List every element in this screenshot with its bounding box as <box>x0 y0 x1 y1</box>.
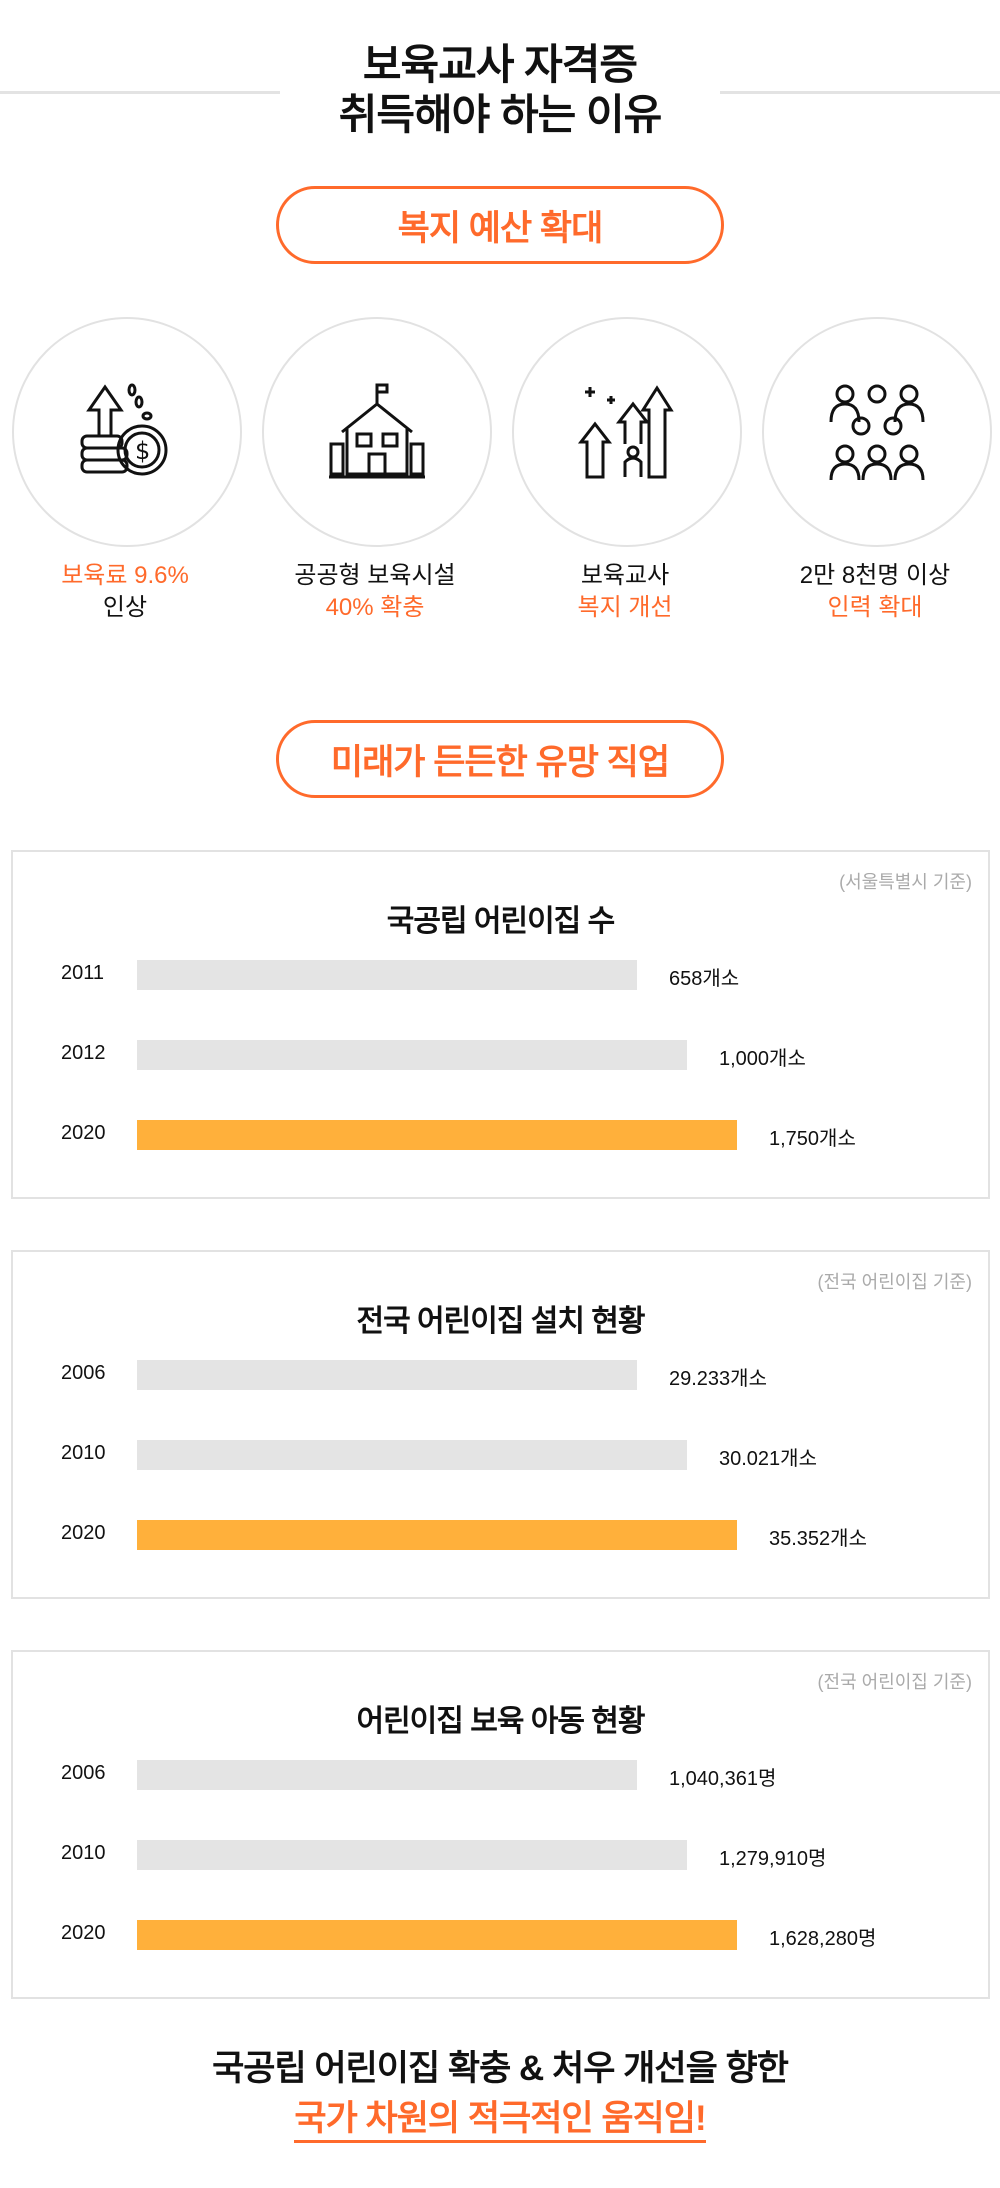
chart-row: 2010 30.021개소 <box>13 1440 988 1470</box>
label-line2: 40% 확충 <box>325 594 425 621</box>
bar <box>137 1760 637 1790</box>
year-label: 2006 <box>61 1762 106 1784</box>
year-label: 2006 <box>61 1362 106 1384</box>
chart-title: 어린이집 보육 아동 현황 <box>356 1705 645 1738</box>
crowd-people-icon <box>829 384 925 481</box>
year-label: 2020 <box>61 1122 106 1144</box>
chart-row: 2010 1,279,910명 <box>13 1840 988 1870</box>
chart-row: 2020 35.352개소 <box>13 1520 988 1550</box>
footer-highlight: 국가 차원의 적극적인 움직임! <box>294 2099 707 2143</box>
value-label: 658개소 <box>669 968 740 990</box>
label-line2: 인력 확대 <box>827 594 923 621</box>
chart-row: 2020 1,628,280명 <box>13 1920 988 1950</box>
bar-chart-card: (서울특별시 기준) 국공립 어린이집 수 2011 658개소 2012 1,00… <box>11 850 990 1199</box>
chart-row: 2020 1,750개소 <box>13 1120 988 1150</box>
chart-row: 2006 29.233개소 <box>13 1360 988 1390</box>
chart-source-note: (전국 어린이집 기준) <box>817 1672 972 1692</box>
bar <box>137 960 637 990</box>
value-label: 35.352개소 <box>769 1528 867 1550</box>
value-label: 1,750개소 <box>769 1128 856 1150</box>
bar-chart-card: (전국 어린이집 기준) 전국 어린이집 설치 현황 2006 29.233개소 2… <box>11 1250 990 1599</box>
bar <box>137 1040 687 1070</box>
svg-text:$: $ <box>135 437 150 465</box>
label-line1: 보육교사 <box>580 562 670 589</box>
circle-school <box>262 317 492 547</box>
chart-source-note: (서울특별시 기준) <box>839 872 972 892</box>
money-growth-icon: $ <box>80 383 168 476</box>
bar <box>137 1840 687 1870</box>
year-label: 2020 <box>61 1922 106 1944</box>
value-label: 1,279,910명 <box>719 1848 827 1870</box>
divider-left <box>0 91 280 94</box>
bar <box>137 1360 637 1390</box>
value-label: 1,000개소 <box>719 1048 806 1070</box>
divider-right <box>720 91 1000 94</box>
page-title-line1: 보육교사 자격증 <box>362 41 638 88</box>
section-pill-welfare-budget: 복지 예산 확대 <box>276 186 724 264</box>
chart-row: 2012 1,000개소 <box>13 1040 988 1070</box>
value-label: 30.021개소 <box>719 1448 817 1470</box>
page-title-line2: 취득해야 하는 이유 <box>338 91 662 138</box>
chart-source-note: (전국 어린이집 기준) <box>817 1272 972 1292</box>
value-label: 1,628,280명 <box>769 1928 877 1950</box>
year-label: 2011 <box>61 962 105 984</box>
feature-label-2: 공공형 보육시설 40% 확충 <box>250 560 500 624</box>
bar-chart-card: (전국 어린이집 기준) 어린이집 보육 아동 현황 2006 1,040,361… <box>11 1650 990 1999</box>
bar <box>137 1440 687 1470</box>
footer-line1: 국공립 어린이집 확충 & 처우 개선을 향한 <box>212 2049 789 2088</box>
chart-title: 국공립 어린이집 수 <box>386 905 615 938</box>
bar <box>137 1520 737 1550</box>
label-line1: 2만 8천명 이상 <box>799 562 951 589</box>
chart-row: 2011 658개소 <box>13 960 988 990</box>
circle-people <box>762 317 992 547</box>
circle-money: $ <box>12 317 242 547</box>
footer-line2: 국가 차원의 적극적인 움직임! <box>0 2090 1000 2143</box>
feature-label-1: 보육료 9.6% 인상 <box>0 560 250 624</box>
value-label: 1,040,361명 <box>669 1768 777 1790</box>
year-label: 2012 <box>61 1042 106 1064</box>
label-line2: 인상 <box>102 594 148 621</box>
year-label: 2010 <box>61 1442 106 1464</box>
label-line2: 복지 개선 <box>577 594 673 621</box>
bar <box>137 1920 737 1950</box>
year-label: 2010 <box>61 1842 106 1864</box>
circle-growth <box>512 317 742 547</box>
school-building-icon <box>329 383 425 479</box>
label-line1: 보육료 9.6% <box>61 562 189 589</box>
bar <box>137 1120 737 1150</box>
value-label: 29.233개소 <box>669 1368 767 1390</box>
year-label: 2020 <box>61 1522 106 1544</box>
chart-title: 전국 어린이집 설치 현황 <box>356 1305 645 1338</box>
label-line1: 공공형 보육시설 <box>294 562 456 589</box>
section-pill-promising-job: 미래가 든든한 유망 직업 <box>276 720 724 798</box>
chart-row: 2006 1,040,361명 <box>13 1760 988 1790</box>
growth-arrows-person-icon <box>577 385 674 479</box>
